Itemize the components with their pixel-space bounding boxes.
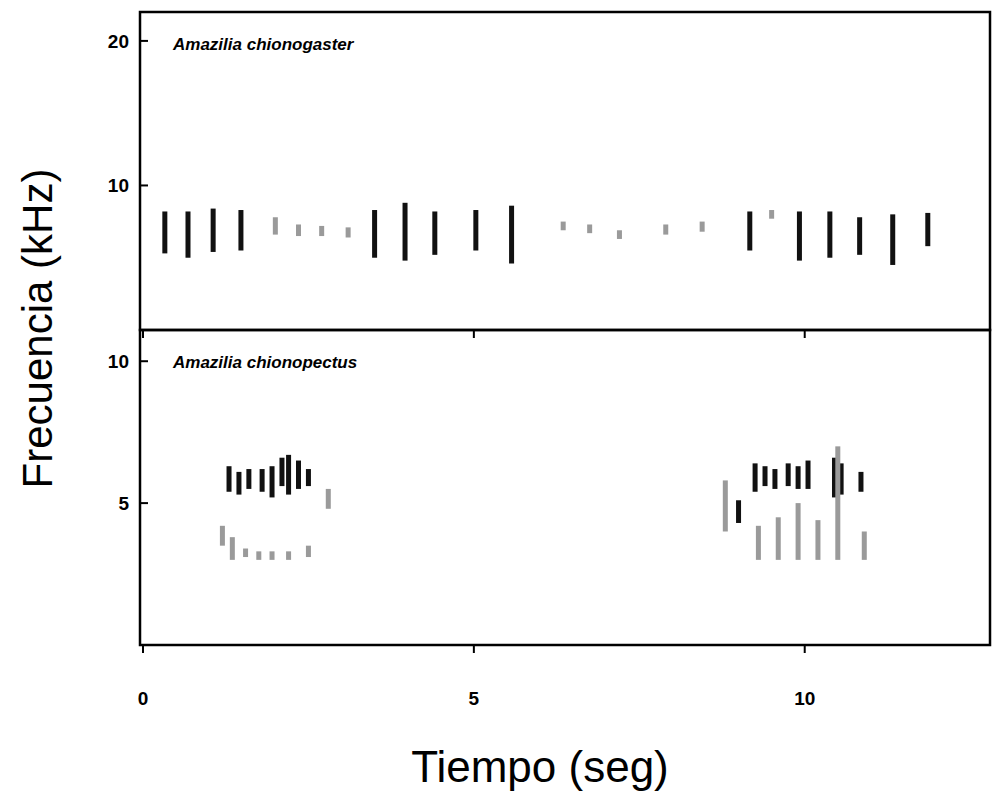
syllable <box>236 472 241 495</box>
x-tick-label: 5 <box>469 688 480 709</box>
y-tick <box>140 184 148 186</box>
panel: 5 10 0 5 10 Amazilia chionopectus Tiempo (seg) <box>108 330 990 791</box>
syllable <box>238 210 243 250</box>
syllable <box>162 211 167 253</box>
syllable <box>925 213 930 246</box>
syllable <box>306 546 311 557</box>
x-tick-label: 0 <box>138 688 149 709</box>
syllable <box>835 446 840 560</box>
syllable <box>296 224 301 236</box>
syllable <box>857 217 862 255</box>
syllable <box>319 226 324 236</box>
marks <box>162 203 930 265</box>
syllable <box>827 211 832 257</box>
syllable <box>890 214 895 265</box>
syllable <box>663 224 668 234</box>
x-tick <box>473 645 475 653</box>
syllable <box>211 209 216 252</box>
syllable <box>786 463 791 486</box>
y-tick <box>140 40 148 42</box>
syllable <box>815 520 820 560</box>
syllable <box>473 210 478 250</box>
syllable <box>561 222 566 231</box>
syllable <box>763 466 768 486</box>
syllable <box>796 503 801 560</box>
x-tick <box>804 645 806 653</box>
syllable <box>403 203 408 261</box>
syllable <box>806 461 811 489</box>
syllable <box>862 531 867 559</box>
syllable <box>776 517 781 560</box>
y-tick-label: 5 <box>118 493 129 514</box>
figure: 10 20 Amazilia chionogaster Frecuencia (kHz… <box>0 0 994 810</box>
x-tick-label: 10 <box>794 688 815 709</box>
syllable <box>260 469 265 492</box>
syllable <box>797 211 802 260</box>
syllable <box>587 224 592 233</box>
panel-title: Amazilia chionopectus <box>172 353 357 372</box>
syllable <box>346 227 351 237</box>
syllable <box>747 211 752 250</box>
syllable <box>227 466 232 492</box>
y-tick-label: 10 <box>108 351 129 372</box>
syllable <box>372 210 377 258</box>
syllable <box>858 472 863 492</box>
y-axis-title: Frecuencia (kHz) <box>14 169 61 489</box>
syllable <box>256 551 261 560</box>
syllable <box>736 500 741 523</box>
frame <box>140 12 990 330</box>
y-tick <box>140 360 148 362</box>
syllable <box>772 469 777 489</box>
syllable <box>286 455 291 495</box>
syllable <box>270 551 275 560</box>
syllable <box>617 230 622 239</box>
x-axis-title: Tiempo (seg) <box>411 742 669 791</box>
panel: 10 20 Amazilia chionogaster Frecuencia (kHz… <box>14 12 990 488</box>
syllable <box>756 526 761 560</box>
panel-title: Amazilia chionogaster <box>172 35 355 54</box>
y-tick-label: 10 <box>108 175 129 196</box>
marks <box>220 446 867 560</box>
syllable <box>185 211 190 257</box>
syllable <box>700 222 705 232</box>
syllable <box>246 469 251 489</box>
syllable <box>296 461 301 489</box>
syllable <box>769 210 774 219</box>
syllable <box>230 537 235 560</box>
syllable <box>273 217 278 234</box>
syllable <box>326 489 331 509</box>
y-tick-label: 20 <box>108 31 129 52</box>
x-tick <box>142 645 144 653</box>
syllable <box>279 458 284 486</box>
syllable <box>270 466 275 497</box>
syllable <box>306 469 311 486</box>
syllable <box>243 549 248 558</box>
syllable <box>220 526 225 546</box>
y-tick <box>140 502 148 504</box>
syllable <box>286 551 291 560</box>
syllable <box>432 211 437 254</box>
syllable <box>509 206 514 264</box>
syllable <box>753 463 758 491</box>
syllable <box>723 480 728 531</box>
syllable <box>796 466 801 489</box>
frame <box>140 330 990 645</box>
